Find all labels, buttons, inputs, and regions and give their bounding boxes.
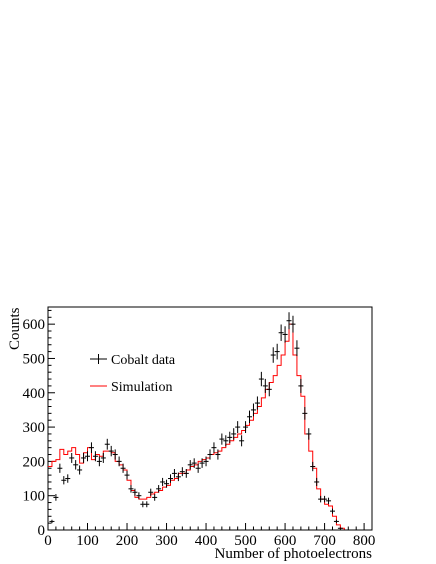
cobalt-data-series [49,312,351,531]
y-tick-label: 0 [38,523,46,539]
data-point [215,449,221,460]
y-axis-title: Counts [7,307,23,350]
data-point [298,378,304,393]
data-point [104,438,110,450]
data-point [302,407,308,420]
data-point [65,474,71,483]
data-point [92,451,98,462]
simulation-series [48,323,349,531]
data-point [199,458,205,468]
y-tick-label: 200 [23,454,46,470]
data-point [191,458,197,468]
data-point [100,452,106,463]
data-point [231,428,237,440]
x-tick-label: 500 [234,533,257,549]
data-point [120,463,126,473]
data-point [73,460,79,470]
data-point [262,378,268,393]
data-point [243,421,249,434]
x-tick-label: 800 [353,533,376,549]
data-point [171,468,177,478]
data-point [314,477,320,487]
data-point [61,476,67,485]
data-point [85,451,91,462]
legend: Cobalt data Simulation [90,353,176,395]
data-point [148,488,154,496]
data-point [306,428,312,440]
data-point [156,485,162,493]
data-point [235,421,241,434]
data-point [183,468,189,478]
data-point [282,326,288,343]
data-point [164,479,170,488]
data-point [310,461,316,472]
x-tick-label: 0 [44,533,52,549]
data-point [333,519,339,524]
data-point [203,456,209,467]
data-point [207,449,213,460]
data-point [167,474,173,483]
y-tick-label: 500 [23,351,46,367]
data-point [152,494,158,501]
data-point [57,463,63,473]
legend-cobalt-label: Cobalt data [111,353,176,368]
data-point [250,403,256,417]
y-tick-label: 400 [23,386,46,402]
x-tick-label: 600 [274,533,297,549]
data-point [124,470,130,480]
data-point [247,410,253,424]
data-point [175,472,181,482]
data-point [270,347,276,363]
data-point [219,433,225,445]
data-point [266,382,272,397]
data-point [77,465,83,475]
data-point [128,485,134,493]
data-point [179,467,185,477]
x-tick-label: 300 [155,533,178,549]
x-tick-label: 400 [195,533,218,549]
data-point [116,456,122,467]
data-point [278,324,284,341]
axis-ticks: 0 100 200 300 400 500 600 700 800 0 100 200 300 400 50… [23,309,376,549]
data-point [223,435,229,447]
x-tick-label: 200 [116,533,139,549]
data-point [108,445,114,457]
data-point [49,519,55,524]
data-point [136,492,142,500]
data-point [96,456,102,467]
data-point [227,431,233,444]
data-point [326,497,332,505]
data-point [195,463,201,473]
data-point [81,452,87,463]
y-tick-label: 600 [23,317,46,333]
data-point [254,396,260,410]
data-point [160,477,166,487]
data-point [144,501,150,508]
y-tick-label: 300 [23,420,46,436]
x-axis-title: Number of photoelectrons [215,546,373,562]
data-point [132,488,138,496]
x-tick-label: 100 [76,533,99,549]
legend-simulation-label: Simulation [111,380,172,395]
data-point [187,460,193,470]
data-point [88,442,94,453]
plot-frame [47,306,373,531]
simulation-line [48,323,349,531]
data-point [211,442,217,453]
y-tick-label: 100 [23,489,46,505]
data-point [258,371,264,387]
data-point [294,340,300,357]
data-point [290,315,296,333]
data-point [69,452,75,463]
data-point [322,495,328,503]
data-point [239,435,245,447]
x-tick-label: 700 [313,533,336,549]
data-point [274,343,280,360]
data-point [112,449,118,460]
data-point [53,494,59,501]
data-point [329,508,335,514]
data-point [337,527,343,530]
data-point [286,312,292,330]
